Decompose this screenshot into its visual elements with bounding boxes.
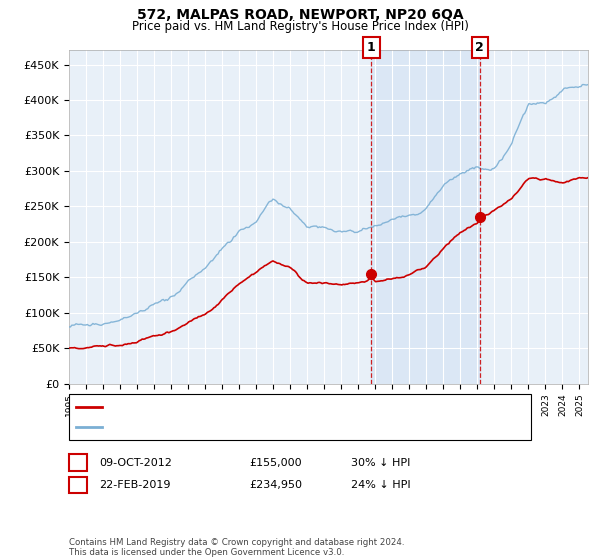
Text: 09-OCT-2012: 09-OCT-2012 [99,458,172,468]
Text: 2: 2 [74,478,82,492]
Bar [371,50,480,384]
Text: 1: 1 [74,456,82,469]
Text: 572, MALPAS ROAD, NEWPORT, NP20 6QA: 572, MALPAS ROAD, NEWPORT, NP20 6QA [137,8,463,22]
Text: £234,950: £234,950 [249,480,302,490]
Text: 24% ↓ HPI: 24% ↓ HPI [351,480,410,490]
Text: HPI: Average price, detached house, Newport: HPI: Average price, detached house, Newp… [108,422,345,432]
Text: Contains HM Land Registry data © Crown copyright and database right 2024.
This d: Contains HM Land Registry data © Crown c… [69,538,404,557]
Text: 22-FEB-2019: 22-FEB-2019 [99,480,170,490]
Text: £155,000: £155,000 [249,458,302,468]
Text: 30% ↓ HPI: 30% ↓ HPI [351,458,410,468]
Text: 2: 2 [475,41,484,54]
Text: 1: 1 [367,41,376,54]
Text: Price paid vs. HM Land Registry's House Price Index (HPI): Price paid vs. HM Land Registry's House … [131,20,469,32]
Text: 572, MALPAS ROAD, NEWPORT, NP20 6QA (detached house): 572, MALPAS ROAD, NEWPORT, NP20 6QA (det… [108,402,421,412]
